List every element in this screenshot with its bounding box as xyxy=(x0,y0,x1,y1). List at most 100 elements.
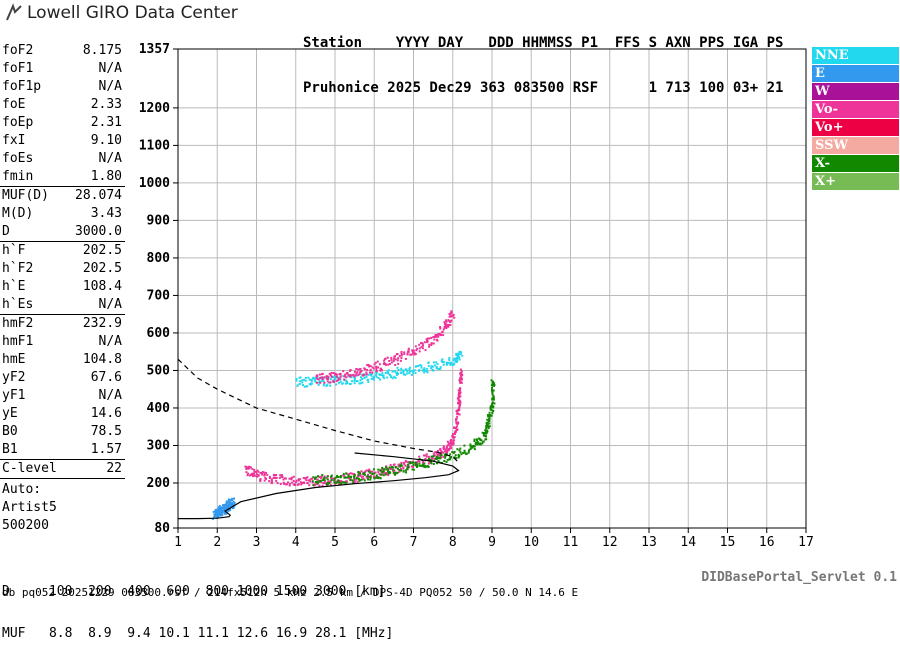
echo-point xyxy=(435,365,438,368)
echo-point xyxy=(449,440,452,443)
echo-point xyxy=(346,382,349,385)
echo-point xyxy=(396,467,399,470)
echo-point xyxy=(488,411,491,414)
echo-point xyxy=(457,456,460,459)
echo-point xyxy=(359,382,362,385)
echo-point xyxy=(244,465,247,468)
echo-point xyxy=(341,481,344,484)
echo-point xyxy=(407,347,410,350)
echo-point xyxy=(366,475,369,478)
echo-point xyxy=(446,440,449,443)
echo-point xyxy=(415,466,418,469)
echo-point xyxy=(413,353,416,356)
echo-point xyxy=(337,377,340,380)
echo-point xyxy=(311,481,314,484)
echo-point xyxy=(450,363,453,366)
echo-point xyxy=(247,467,250,470)
echo-point xyxy=(379,369,382,372)
echo-point xyxy=(382,474,385,477)
echo-point xyxy=(408,372,411,375)
echo-point xyxy=(448,458,451,461)
echo-point xyxy=(333,482,336,485)
echo-point xyxy=(412,461,415,464)
echo-point xyxy=(255,473,258,476)
echo-point xyxy=(485,421,488,424)
echo-point xyxy=(418,364,421,367)
echo-point xyxy=(491,401,494,404)
echo-point xyxy=(418,464,421,467)
echo-point xyxy=(418,455,421,458)
echo-point xyxy=(227,498,230,501)
echo-point xyxy=(373,477,376,480)
echo-point xyxy=(316,376,319,379)
echo-point xyxy=(430,455,433,458)
echo-point xyxy=(458,351,461,354)
echo-point xyxy=(377,477,380,480)
echo-point xyxy=(434,451,437,454)
y-tick-label: 800 xyxy=(147,251,171,266)
echo-point xyxy=(368,365,371,368)
echo-point xyxy=(400,352,403,355)
echo-point xyxy=(436,453,439,456)
echo-point xyxy=(383,377,386,380)
echo-point xyxy=(418,343,421,346)
echo-point xyxy=(257,473,260,476)
echo-point xyxy=(390,467,393,470)
echo-point xyxy=(384,363,387,366)
echo-point xyxy=(445,362,448,365)
echo-point xyxy=(386,376,389,379)
echo-point xyxy=(233,497,236,500)
echo-point xyxy=(395,374,398,377)
echo-point xyxy=(436,339,439,342)
echo-point xyxy=(303,477,306,480)
echo-point xyxy=(457,354,460,357)
param-value: 202.5 xyxy=(82,261,122,276)
echo-point xyxy=(460,381,463,384)
echo-point xyxy=(362,477,365,480)
legend-item: W xyxy=(812,83,899,100)
echo-point xyxy=(490,414,493,417)
echo-point xyxy=(461,378,464,381)
echo-point xyxy=(418,460,421,463)
echo-point xyxy=(402,371,405,374)
param-row: fxI 9.10 xyxy=(0,132,125,150)
echo-point xyxy=(261,473,264,476)
echo-point xyxy=(425,465,428,468)
echo-point xyxy=(450,310,453,313)
echo-point xyxy=(458,413,461,416)
ionogram-chart: 1 2 3 4 5 6 7 8 9 10 11 12 13 14 15 16 17802003004005006… xyxy=(139,42,814,550)
echo-point xyxy=(223,505,226,508)
echo-point xyxy=(369,470,372,473)
echo-point xyxy=(372,468,375,471)
echo-point xyxy=(486,430,489,433)
echo-point xyxy=(456,448,459,451)
echo-point xyxy=(426,370,429,373)
echo-point xyxy=(397,464,400,467)
echo-point xyxy=(442,446,445,449)
muf-row: MUF 8.8 8.9 9.4 10.1 11.1 12.6 16.9 28.1… xyxy=(2,626,394,641)
echo-point xyxy=(414,345,417,348)
echo-point xyxy=(316,482,319,485)
echo-point xyxy=(393,375,396,378)
echo-point xyxy=(259,479,262,482)
echo-point xyxy=(457,391,460,394)
echo-point xyxy=(332,379,335,382)
echo-point xyxy=(435,367,438,370)
echo-point xyxy=(443,460,446,463)
echo-point xyxy=(400,461,403,464)
echo-point xyxy=(390,356,393,359)
echo-point xyxy=(439,366,442,369)
echo-point xyxy=(314,380,317,383)
echo-point xyxy=(224,512,227,515)
echo-point xyxy=(473,440,476,443)
echo-point xyxy=(364,470,367,473)
x-tick-label: 11 xyxy=(563,535,579,550)
param-label: foF1p xyxy=(2,79,42,94)
echo-point xyxy=(458,399,461,402)
echo-point xyxy=(406,353,409,356)
echo-point xyxy=(326,475,329,478)
echo-point xyxy=(414,365,417,368)
echo-point xyxy=(268,477,271,480)
echo-point xyxy=(222,507,225,510)
param-label: yE xyxy=(2,406,18,421)
